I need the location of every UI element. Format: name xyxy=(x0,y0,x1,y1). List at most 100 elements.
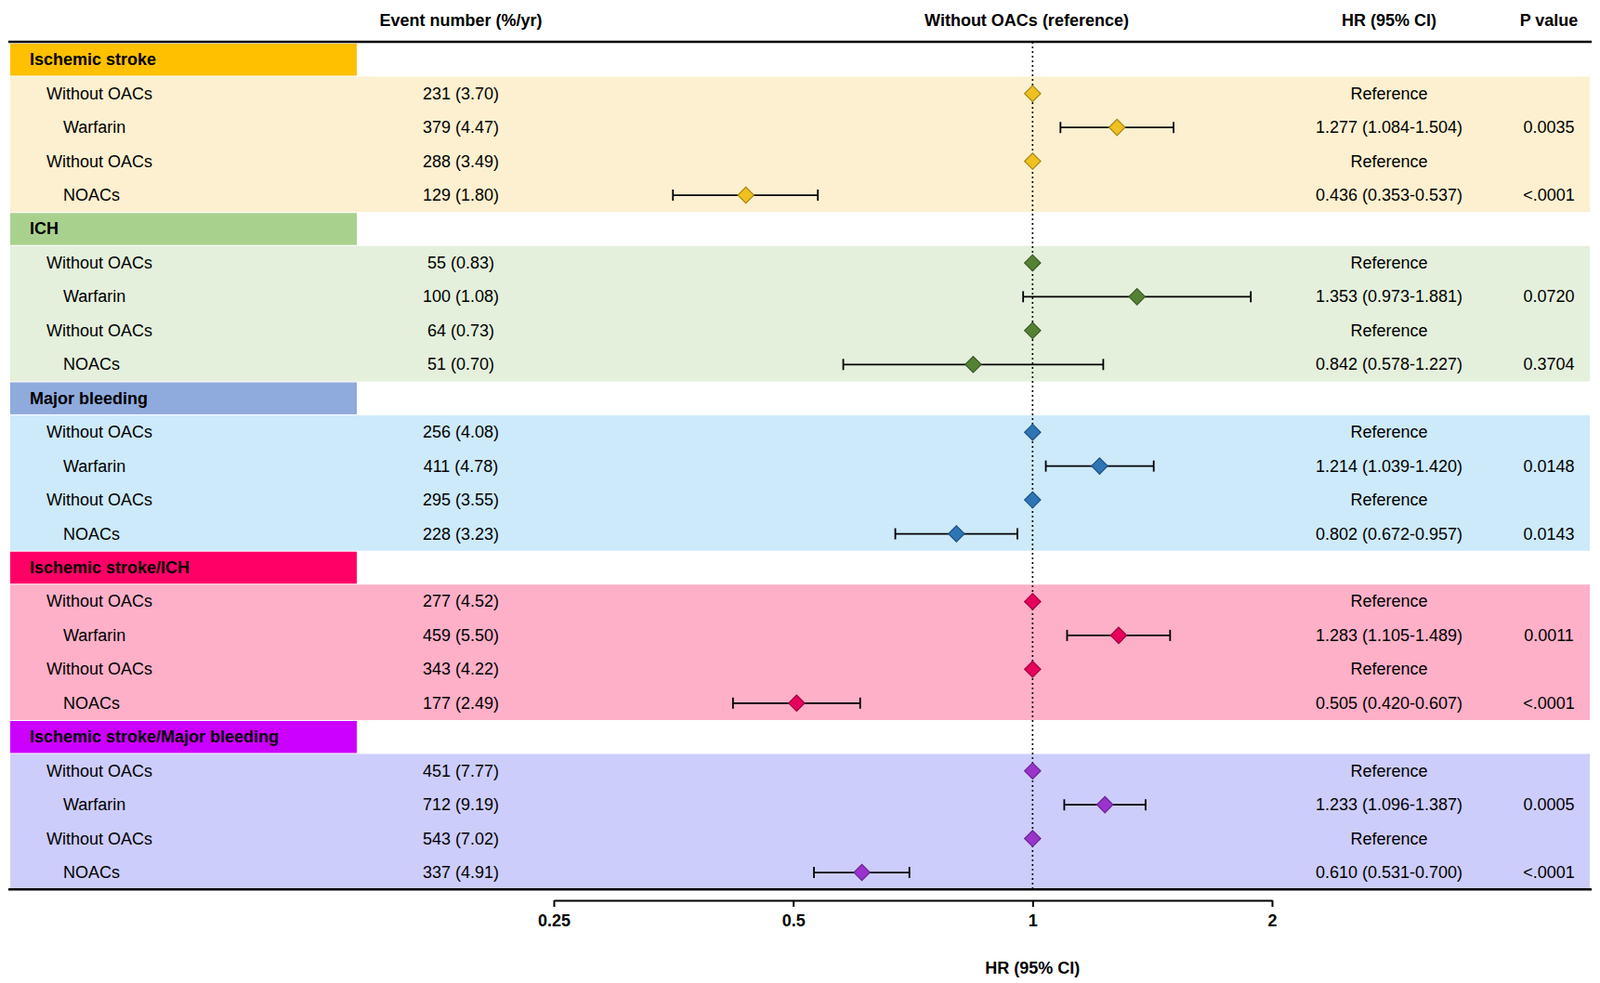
group-band xyxy=(10,753,1590,890)
row-label: Without OACs xyxy=(46,591,153,611)
x-tick-mark xyxy=(553,900,556,907)
hr-diamond xyxy=(1024,322,1041,339)
x-tick-label: 1 xyxy=(1028,911,1038,931)
hr-diamond xyxy=(948,525,965,542)
group-band xyxy=(10,246,1590,382)
hr-label: Reference xyxy=(1350,490,1428,510)
row-label: Warfarin xyxy=(63,118,126,137)
hr-label: 0.505 (0.420-0.607) xyxy=(1315,694,1463,713)
ci-cap xyxy=(732,697,735,709)
event-number: 256 (4.08) xyxy=(422,422,499,442)
event-number: 459 (5.50) xyxy=(422,626,499,645)
x-tick: 2 xyxy=(1267,900,1277,931)
row-label: Warfarin xyxy=(63,457,126,476)
p-value: <.0001 xyxy=(1522,694,1575,713)
row-label: Without OACs xyxy=(46,490,153,510)
event-number: 100 (1.08) xyxy=(422,287,499,306)
event-number: 55 (0.83) xyxy=(427,253,495,273)
hr-diamond xyxy=(1024,661,1041,678)
group-title: Ischemic stroke/ICH xyxy=(29,558,190,578)
group-band xyxy=(10,76,1590,212)
event-number: 129 (1.80) xyxy=(422,185,499,205)
column-header: HR (95% CI) xyxy=(1341,11,1437,30)
ci-cap xyxy=(1066,629,1069,642)
table-text: Ischemic stroke Without OACs 231 (3.70) Ref… xyxy=(29,50,1575,882)
ci-cap xyxy=(1022,290,1024,302)
row-label: Warfarin xyxy=(63,287,126,306)
row-label: Without OACs xyxy=(46,829,153,849)
event-number: 295 (3.55) xyxy=(422,490,499,510)
row-label: Without OACs xyxy=(46,761,153,781)
header-rule xyxy=(8,40,1592,44)
x-axis-title: HR (95% CI) xyxy=(984,958,1080,978)
x-tick-label: 0.5 xyxy=(782,911,806,931)
hr-label: Reference xyxy=(1350,253,1428,273)
ci-cap xyxy=(908,866,911,879)
row-label: Without OACs xyxy=(46,659,153,679)
p-value: <.0001 xyxy=(1522,863,1575,882)
hr-label: 0.436 (0.353-0.537) xyxy=(1315,185,1463,205)
ci-cap xyxy=(894,528,897,540)
group-title: ICH xyxy=(29,219,59,238)
hr-diamond xyxy=(1097,796,1114,813)
column-header: Event number (%/yr) xyxy=(379,11,542,30)
hr-diamond xyxy=(1110,627,1127,643)
event-number: 51 (0.70) xyxy=(427,354,495,374)
event-number: 177 (2.49) xyxy=(422,694,499,713)
row-label: NOACs xyxy=(63,354,120,374)
event-number: 228 (3.23) xyxy=(422,524,499,544)
hr-label: Reference xyxy=(1350,84,1428,104)
p-value: 0.0035 xyxy=(1522,118,1574,137)
p-value: 0.3704 xyxy=(1522,354,1574,374)
event-number: 288 (3.49) xyxy=(422,152,499,171)
event-number: 543 (7.02) xyxy=(422,829,499,849)
column-header: P value xyxy=(1520,11,1579,30)
column-header: Without OACs (reference) xyxy=(924,11,1129,30)
hr-diamond xyxy=(1091,458,1108,474)
p-value: 0.0720 xyxy=(1522,287,1574,306)
group-tab xyxy=(10,382,357,415)
group-title: Ischemic stroke/Major bleeding xyxy=(29,727,279,747)
event-number: 379 (4.47) xyxy=(422,118,499,137)
x-tick-mark xyxy=(1272,900,1274,907)
event-number: 712 (9.19) xyxy=(422,795,499,814)
hr-label: Reference xyxy=(1350,591,1428,611)
hr-label: 1.283 (1.105-1.489) xyxy=(1315,626,1463,645)
hr-label: 0.842 (0.578-1.227) xyxy=(1315,354,1463,374)
hr-diamond xyxy=(1024,254,1041,271)
ci-cap xyxy=(1172,121,1175,133)
hr-label: Reference xyxy=(1350,659,1428,679)
ci-cap xyxy=(1059,121,1062,133)
event-number: 277 (4.52) xyxy=(422,591,499,611)
row-label: Without OACs xyxy=(46,321,153,341)
p-value: 0.0011 xyxy=(1523,626,1574,645)
event-number: 231 (3.70) xyxy=(422,84,499,104)
group-tab xyxy=(10,212,357,245)
ci-cap xyxy=(1153,460,1155,473)
row-label: NOACs xyxy=(63,863,120,882)
ci-cap xyxy=(859,697,862,709)
ci-cap xyxy=(1249,290,1252,302)
hr-label: 1.353 (0.973-1.881) xyxy=(1315,287,1463,306)
ci-cap xyxy=(1063,799,1066,811)
hr-diamond xyxy=(965,356,982,373)
hr-label: 1.277 (1.084-1.504) xyxy=(1315,118,1463,137)
row-label: Warfarin xyxy=(63,626,126,645)
row-label: Without OACs xyxy=(46,253,153,273)
hr-diamond xyxy=(1024,762,1041,779)
x-tick: 0.5 xyxy=(782,900,806,931)
hr-label: Reference xyxy=(1350,829,1428,849)
hr-diamond xyxy=(788,695,805,711)
ci-cap xyxy=(816,189,819,201)
ci-cap xyxy=(1016,528,1019,540)
group-title: Major bleeding xyxy=(29,389,148,408)
row-label: Without OACs xyxy=(46,152,153,171)
ci-cap xyxy=(671,189,674,201)
chart: Event number (%/yr) Without OACs (referen… xyxy=(0,0,1600,983)
x-tick-label: 2 xyxy=(1267,911,1277,931)
group-title: Ischemic stroke xyxy=(29,50,157,69)
row-label: Warfarin xyxy=(63,795,126,814)
hr-label: 1.233 (1.096-1.387) xyxy=(1315,795,1463,814)
hr-label: Reference xyxy=(1350,422,1428,442)
group-tab xyxy=(10,551,357,584)
